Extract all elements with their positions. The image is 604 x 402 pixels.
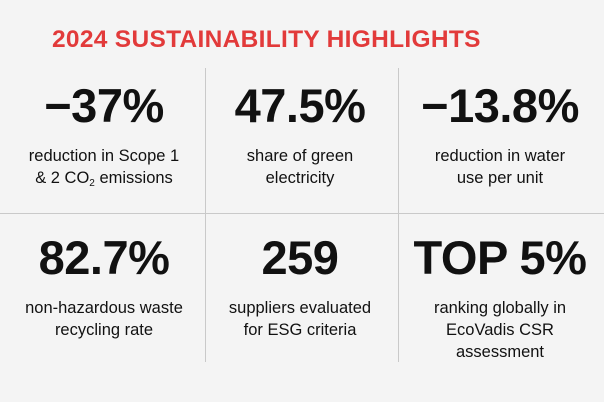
stat-label-line: recycling rate	[54, 321, 154, 339]
stat-label-line: ranking globally in	[433, 299, 567, 317]
stat-label-line: reduction in Scope 1	[28, 147, 180, 165]
stat-value: 47.5%	[234, 79, 366, 132]
stat-label: non-hazardous waste recycling rate	[4, 297, 204, 341]
page-title: 2024 SUSTAINABILITY HIGHLIGHTS	[52, 26, 481, 53]
stat-value: 82.7%	[38, 231, 170, 284]
stat-card-green-electricity: 47.5% share of green electricity	[200, 82, 400, 189]
stat-label: suppliers evaluated for ESG criteria	[200, 297, 400, 341]
stat-card-waste-recycling: 82.7% non-hazardous waste recycling rate	[4, 234, 204, 341]
stat-label-line: reduction in water	[434, 147, 566, 165]
column-divider-2	[398, 68, 399, 362]
stat-value: −37%	[44, 79, 164, 132]
stat-label: ranking globally in EcoVadis CSR assessm…	[400, 297, 600, 363]
stat-label-line: & 2 CO2 emissions	[4, 167, 204, 192]
stat-label-line: assessment	[455, 343, 545, 361]
stat-card-water-reduction: −13.8% reduction in water use per unit	[400, 82, 600, 189]
stat-label-line: suppliers evaluated	[228, 299, 372, 317]
stat-card-suppliers: 259 suppliers evaluated for ESG criteria	[200, 234, 400, 341]
stat-label: reduction in Scope 1 & 2 CO2 emissions	[4, 145, 204, 192]
stat-value: TOP 5%	[413, 231, 587, 284]
stat-label-line: share of green	[246, 147, 354, 165]
stat-card-ecovadis-ranking: TOP 5% ranking globally in EcoVadis CSR …	[400, 234, 600, 363]
stat-label-line: EcoVadis CSR	[446, 321, 554, 339]
stat-label-text: & 2 CO	[35, 169, 90, 187]
stat-value: 259	[261, 231, 339, 284]
stat-label: reduction in water use per unit	[400, 145, 600, 189]
subscript: 2	[89, 178, 95, 189]
stat-label-line: use per unit	[456, 169, 544, 187]
stat-card-scope-emissions: −37% reduction in Scope 1 & 2 CO2 emissi…	[4, 82, 204, 192]
stat-value: −13.8%	[421, 79, 579, 132]
stat-label-line: non-hazardous waste	[25, 299, 183, 317]
stat-label-line: for ESG criteria	[243, 321, 357, 339]
stat-label: share of green electricity	[200, 145, 400, 189]
row-divider	[0, 213, 604, 214]
stat-label-line: electricity	[265, 169, 335, 187]
stat-label-text: emissions	[94, 169, 173, 187]
column-divider-1	[205, 68, 206, 362]
